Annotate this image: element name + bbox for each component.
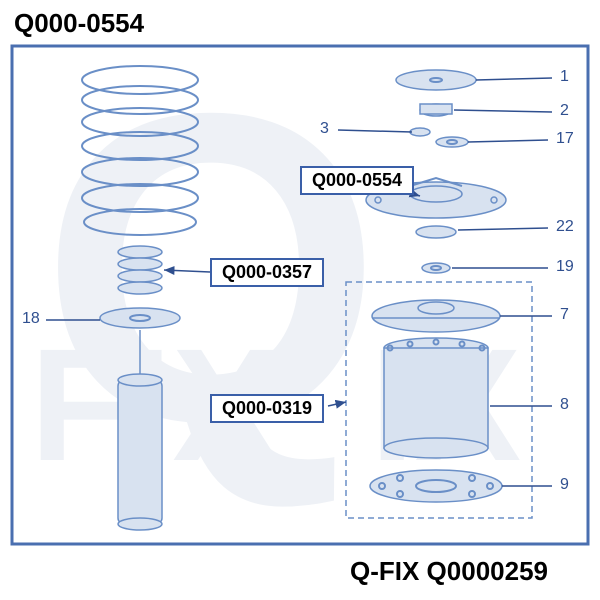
dust-boot-8 [384, 338, 488, 458]
label-18: 18 [22, 310, 40, 328]
top-cap [396, 70, 476, 90]
footer-label: Q-FIX Q0000259 [350, 556, 548, 587]
washer-17 [436, 137, 468, 147]
part-number-title: Q000-0554 [14, 8, 144, 39]
label-3: 3 [320, 120, 329, 138]
caption-q000-0554: Q000-0554 [300, 166, 414, 195]
caption-q000-0357: Q000-0357 [210, 258, 324, 287]
lower-spring-seat-9 [370, 470, 502, 502]
diagram-svg: Q FIX IX [0, 0, 600, 600]
spring-seat-18 [100, 308, 180, 328]
label-1: 1 [560, 68, 569, 86]
diagram-canvas: Q FIX IX [0, 0, 600, 600]
caption-q000-0319: Q000-0319 [210, 394, 324, 423]
label-8: 8 [560, 396, 569, 414]
label-19: 19 [556, 258, 574, 276]
seal-19 [422, 263, 450, 273]
label-7: 7 [560, 306, 569, 324]
washer-22 [416, 226, 456, 238]
label-9: 9 [560, 476, 569, 494]
nut-3 [410, 128, 430, 136]
label-22: 22 [556, 218, 574, 236]
label-17: 17 [556, 130, 574, 148]
upper-spring-seat-7 [372, 300, 500, 332]
lock-nut-2 [420, 104, 452, 116]
label-2: 2 [560, 102, 569, 120]
